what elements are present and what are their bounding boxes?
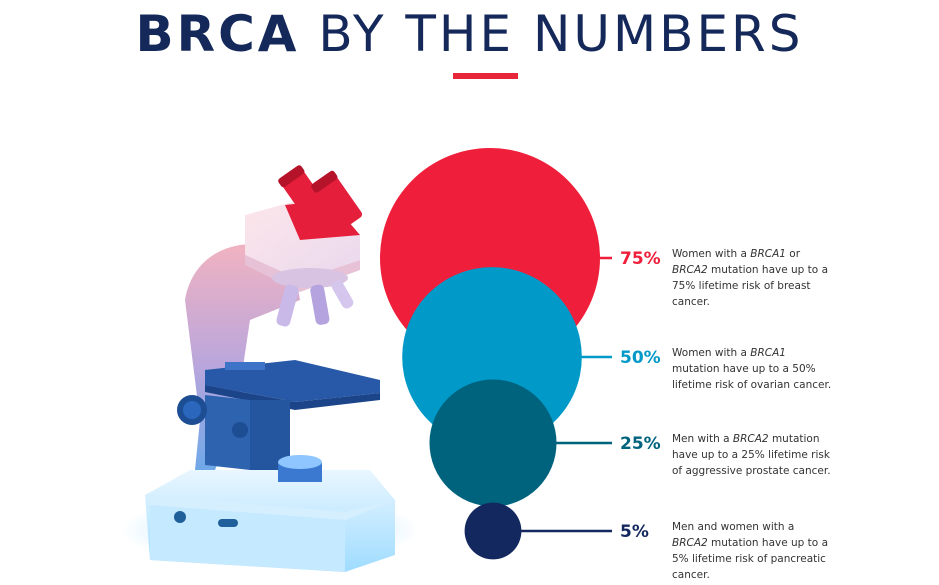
page-title: BRCA BY THE NUMBERS — [0, 4, 939, 64]
title-rest: BY THE NUMBERS — [318, 5, 804, 63]
connector-layer — [508, 256, 612, 533]
bubble-25-percent — [429, 379, 557, 507]
stat-description-75: Women with a BRCA1 or BRCA2 mutation hav… — [672, 248, 828, 308]
stat-description-25: Men with a BRCA2 mutation have up to a 2… — [672, 433, 831, 477]
stat-label-25: 25% — [620, 434, 661, 454]
stat-label-5: 5% — [620, 522, 649, 542]
bubble-5-percent — [464, 502, 522, 560]
stat-label-50: 50% — [620, 348, 661, 368]
stat-label-75: 75% — [620, 249, 661, 269]
stat-description-50: Women with a BRCA1 mutation have up to a… — [672, 347, 832, 391]
title-bold: BRCA — [135, 5, 300, 63]
microscope-icon — [120, 165, 420, 572]
stat-description-5: Men and women with a BRCA2 mutation have… — [672, 521, 828, 581]
title-accent-bar — [453, 73, 518, 79]
stat-layer: 75% 50% 25% 5% — [620, 249, 661, 542]
bubble-layer — [380, 148, 600, 560]
